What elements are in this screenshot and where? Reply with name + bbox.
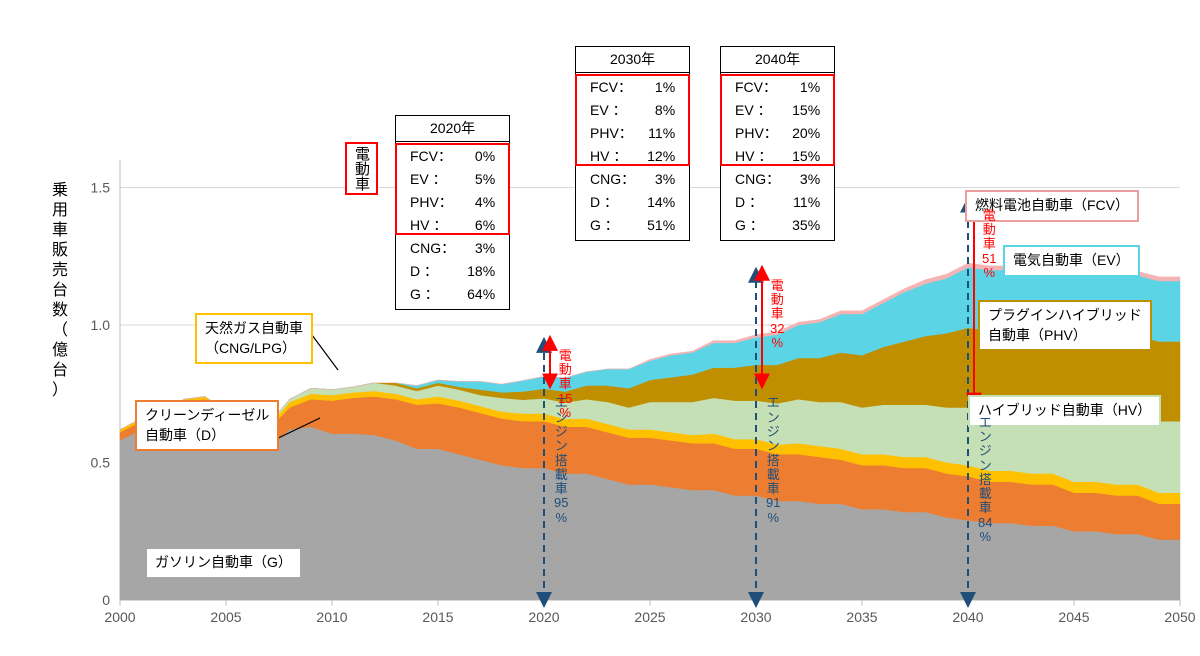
svg-text:2025: 2025 xyxy=(634,609,665,625)
svg-text:2040: 2040 xyxy=(952,609,983,625)
y-axis-label: ） xyxy=(52,381,68,399)
engine-anno-2040: エンジン搭載車84% xyxy=(978,416,992,545)
svg-text:2000: 2000 xyxy=(104,609,135,625)
ev-label-box: 電動車 xyxy=(345,142,378,195)
y-axis-label: 販 xyxy=(52,241,68,259)
y-axis-label: 車 xyxy=(52,221,68,239)
legend-天然ガス自動車 （CNG/LPG）: 天然ガス自動車（CNG/LPG） xyxy=(195,313,313,364)
ev-anno-2040: 電動車51% xyxy=(982,209,996,280)
svg-text:2015: 2015 xyxy=(422,609,453,625)
legend-ハイブリッド自動車（HV）: ハイブリッド自動車（HV） xyxy=(968,395,1161,427)
y-axis-label: 台 xyxy=(52,361,68,379)
y-axis-label: 乗 xyxy=(52,181,68,199)
svg-text:0.5: 0.5 xyxy=(91,455,111,471)
legend-ガソリン自動車（G）: ガソリン自動車（G） xyxy=(145,547,302,579)
svg-text:1.0: 1.0 xyxy=(91,317,111,333)
stacked-area-chart: 0 0.5 1.0 1.5 2000 2005 2010 2015 2020 2025 2030 20… xyxy=(0,0,1200,656)
legend-クリーンディーゼル 自動車（D）: クリーンディーゼル自動車（D） xyxy=(135,400,279,451)
svg-text:0: 0 xyxy=(102,592,110,608)
svg-text:2050: 2050 xyxy=(1164,609,1195,625)
y-axis-label: 億 xyxy=(52,341,68,359)
legend-プラグインハイブリッド 自動車（PHV）: プラグインハイブリッド自動車（PHV） xyxy=(978,300,1152,351)
svg-text:2010: 2010 xyxy=(316,609,347,625)
ev-anno-2030: 電動車32% xyxy=(770,279,784,350)
legend-電気自動車（EV）: 電気自動車（EV） xyxy=(1003,245,1140,277)
table-2030年: 2030年FCV：1%EV ：8%PHV：11%HV ：12%CNG：3%D ：… xyxy=(575,46,690,241)
y-axis-label: 台 xyxy=(52,281,68,299)
y-axis-label: 売 xyxy=(52,261,68,279)
svg-text:2030: 2030 xyxy=(740,609,771,625)
svg-text:2005: 2005 xyxy=(210,609,241,625)
svg-text:2045: 2045 xyxy=(1058,609,1089,625)
engine-anno-2030: エンジン搭載車91% xyxy=(766,396,780,525)
ev-anno-2020: 電動車15% xyxy=(558,349,572,420)
red-highlight-2020年 xyxy=(395,143,510,235)
red-highlight-2040年 xyxy=(720,74,835,166)
y-axis-label: （ xyxy=(52,321,68,339)
table-2040年: 2040年FCV：1%EV ：15%PHV：20%HV ：15%CNG：3%D … xyxy=(720,46,835,241)
svg-text:2035: 2035 xyxy=(846,609,877,625)
y-axis-label: 用 xyxy=(52,202,68,219)
svg-text:2020: 2020 xyxy=(528,609,559,625)
table-2020年: 2020年FCV：0%EV ：5%PHV：4%HV ：6%CNG：3%D ：18… xyxy=(395,115,510,310)
svg-text:1.5: 1.5 xyxy=(91,180,111,196)
red-highlight-2030年 xyxy=(575,74,690,166)
y-axis-label: 数 xyxy=(52,301,68,319)
